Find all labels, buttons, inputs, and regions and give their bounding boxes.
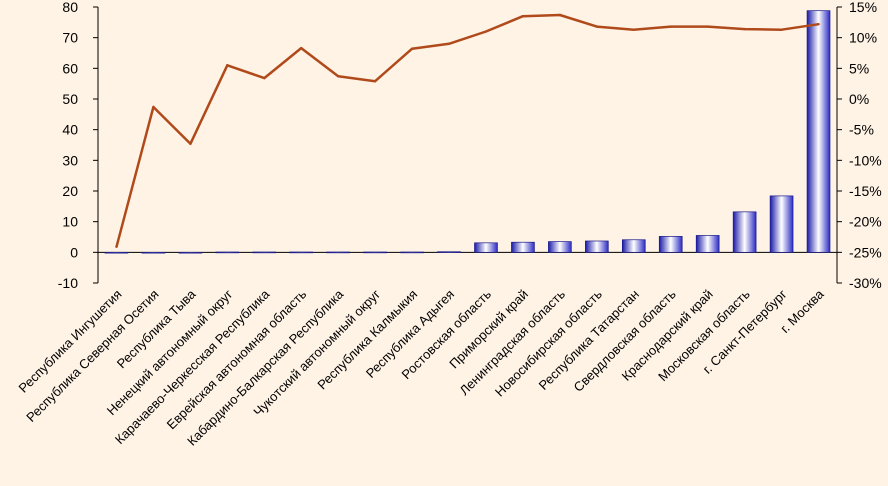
line-point [373,80,377,83]
bar [437,251,461,253]
line-point [152,105,155,109]
line-point [336,75,340,78]
right-tick-label: -10% [849,152,882,168]
bar [178,251,203,254]
right-tick-label: 0% [849,91,869,107]
line-point [669,25,672,28]
left-tick-label: 40 [62,122,78,138]
bar [400,251,424,254]
bar [511,241,535,253]
line-series [115,13,820,249]
bar [104,251,129,254]
line-point [558,13,562,17]
bar-series [104,10,831,254]
bar [806,10,831,253]
left-tick-label: 30 [62,152,78,168]
right-tick-label: 15% [849,0,877,15]
axes [93,6,842,284]
left-tick-label: 50 [62,91,78,107]
line-point [817,22,820,26]
bar [621,239,646,253]
right-tick-label: -5% [849,122,874,138]
bar [363,251,387,254]
line-point [706,25,709,28]
line-point [743,27,746,31]
left-tick-label: 70 [62,30,78,46]
line-point [410,47,414,50]
line-point [226,64,229,67]
line-point [484,30,488,33]
right-tick-label: -15% [849,183,882,199]
right-tick-label: 10% [849,30,877,46]
bar [326,251,350,254]
bar [215,251,240,254]
line-point [115,245,118,249]
right-tick-label: -30% [849,275,882,291]
left-tick-label: 10 [62,214,78,230]
left-tick-label: 80 [62,0,78,15]
line-point [595,25,599,28]
line-point [300,46,303,50]
line-point [632,28,635,31]
line-point [189,142,192,145]
bar [732,211,757,253]
growth-line [115,13,819,248]
bar [548,241,572,253]
line-point [447,42,451,45]
left-tick-label: 20 [62,183,78,199]
line-point [263,76,266,80]
bar [658,236,683,253]
bar [695,235,720,253]
bar [252,251,277,254]
bar [474,242,498,253]
left-tick-label: 0 [70,244,78,260]
line-point [521,15,525,18]
bar [289,251,314,254]
right-tick-label: -25% [849,244,882,260]
left-tick-label: -10 [58,275,78,291]
bar [141,251,166,254]
right-tick-label: 5% [849,60,869,76]
bar [585,240,609,253]
right-tick-label: -20% [849,214,882,230]
left-tick-label: 60 [62,60,78,76]
line-point [780,28,783,31]
bar [769,195,794,253]
